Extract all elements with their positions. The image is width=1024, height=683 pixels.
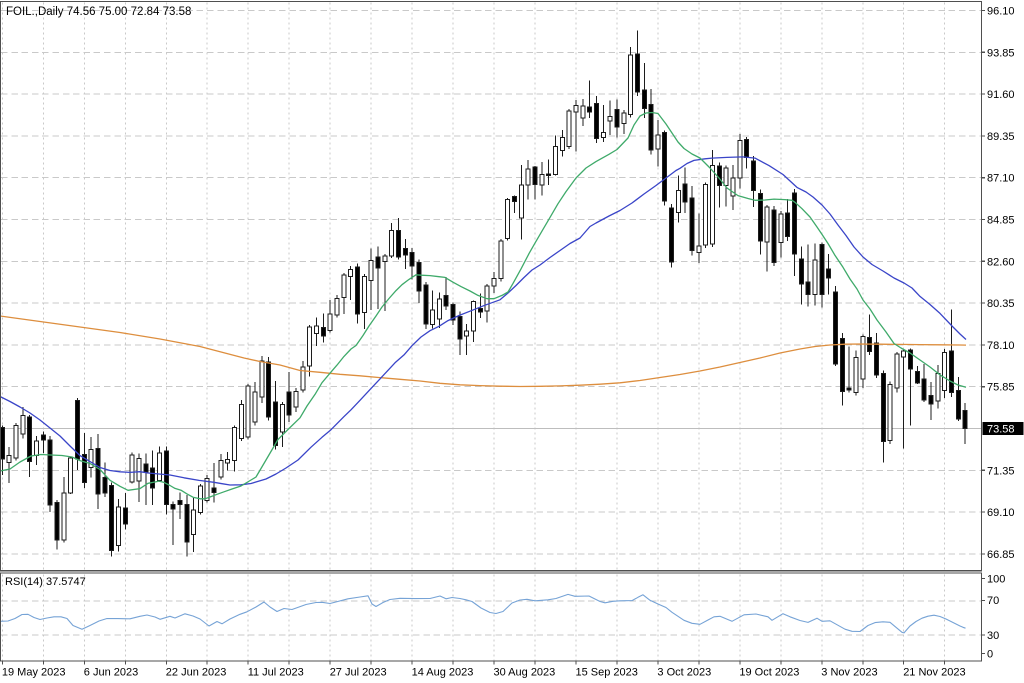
svg-text:11 Jul 2023: 11 Jul 2023 <box>248 667 304 679</box>
svg-text:91.60: 91.60 <box>987 89 1015 101</box>
svg-text:87.10: 87.10 <box>987 173 1015 185</box>
svg-text:100: 100 <box>987 573 1005 585</box>
svg-text:80.35: 80.35 <box>987 298 1015 310</box>
svg-text:78.10: 78.10 <box>987 340 1015 352</box>
svg-text:19 May 2023: 19 May 2023 <box>2 667 66 679</box>
svg-text:69.10: 69.10 <box>987 507 1015 519</box>
svg-text:15 Sep 2023: 15 Sep 2023 <box>576 667 638 679</box>
svg-text:3 Oct 2023: 3 Oct 2023 <box>657 667 711 679</box>
svg-text:22 Jun 2023: 22 Jun 2023 <box>166 667 227 679</box>
svg-text:21 Nov 2023: 21 Nov 2023 <box>903 667 965 679</box>
svg-text:0: 0 <box>987 648 993 660</box>
svg-text:14 Aug 2023: 14 Aug 2023 <box>412 667 474 679</box>
svg-text:19 Oct 2023: 19 Oct 2023 <box>739 667 799 679</box>
svg-text:93.85: 93.85 <box>987 47 1015 59</box>
svg-text:6 Jun 2023: 6 Jun 2023 <box>84 667 138 679</box>
svg-text:70: 70 <box>987 595 999 607</box>
svg-text:84.85: 84.85 <box>987 215 1015 227</box>
svg-text:89.35: 89.35 <box>987 131 1015 143</box>
svg-text:82.60: 82.60 <box>987 256 1015 268</box>
svg-text:27 Jul 2023: 27 Jul 2023 <box>330 667 387 679</box>
svg-text:RSI(14) 37.5747: RSI(14) 37.5747 <box>5 576 86 588</box>
svg-text:71.35: 71.35 <box>987 465 1015 477</box>
svg-text:66.85: 66.85 <box>987 549 1015 561</box>
svg-text:30 Aug 2023: 30 Aug 2023 <box>494 667 556 679</box>
svg-text:30: 30 <box>987 630 999 642</box>
svg-text:75.85: 75.85 <box>987 382 1015 394</box>
svg-text:73.58: 73.58 <box>987 424 1015 436</box>
svg-text:FOIL.,Daily 74.56 75.00 72.84: FOIL.,Daily 74.56 75.00 72.84 73.58 <box>6 6 191 18</box>
svg-text:3 Nov 2023: 3 Nov 2023 <box>821 667 877 679</box>
svg-text:96.10: 96.10 <box>987 6 1015 18</box>
